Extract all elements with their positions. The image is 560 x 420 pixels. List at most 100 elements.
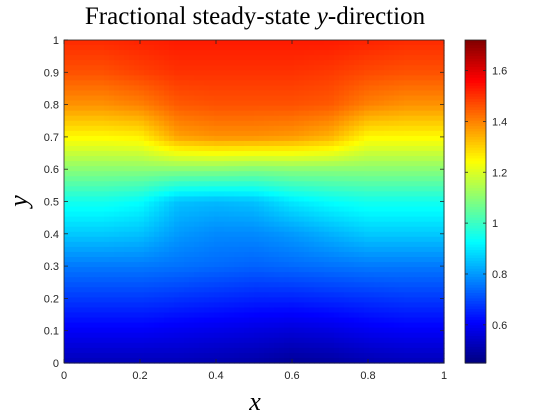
- heatmap-cell: [154, 226, 160, 233]
- heatmap-cell: [379, 166, 385, 172]
- heatmap-cell: [124, 140, 130, 147]
- heatmap-cell: [124, 156, 130, 162]
- heatmap-cell: [94, 130, 100, 137]
- heatmap-cell: [329, 322, 335, 329]
- heatmap-cell: [204, 80, 210, 87]
- heatmap-cell: [284, 272, 290, 278]
- heatmap-cell: [209, 231, 215, 238]
- heatmap-cell: [394, 40, 400, 46]
- heatmap-cell: [334, 115, 340, 122]
- heatmap-cell: [264, 337, 270, 344]
- heatmap-cell: [184, 231, 190, 238]
- heatmap-cell: [364, 347, 370, 354]
- heatmap-cell: [324, 156, 330, 162]
- heatmap-cell: [74, 292, 80, 298]
- heatmap-cell: [369, 90, 375, 97]
- heatmap-cell: [369, 277, 375, 283]
- heatmap-cell: [74, 272, 80, 278]
- heatmap-cell: [144, 262, 150, 268]
- heatmap-cell: [409, 236, 415, 243]
- heatmap-cell: [304, 226, 310, 233]
- heatmap-cell: [334, 40, 340, 46]
- heatmap-cell: [329, 75, 335, 81]
- heatmap-cell: [219, 342, 225, 349]
- heatmap-cell: [289, 191, 295, 198]
- heatmap-cell: [394, 151, 400, 157]
- heatmap-cell: [334, 277, 340, 283]
- heatmap-cell: [84, 267, 90, 273]
- heatmap-cell: [434, 191, 440, 198]
- heatmap-cell: [404, 322, 410, 329]
- heatmap-cell: [224, 186, 230, 193]
- heatmap-cell: [104, 216, 110, 223]
- heatmap-cell: [294, 145, 300, 152]
- heatmap-cell: [114, 211, 120, 218]
- heatmap-cell: [144, 40, 150, 46]
- heatmap-cell: [204, 105, 210, 112]
- heatmap-cell: [204, 151, 210, 157]
- heatmap-cell: [69, 95, 75, 102]
- heatmap-cell: [179, 145, 185, 152]
- heatmap-cell: [209, 201, 215, 208]
- heatmap-cell: [189, 166, 195, 172]
- heatmap-cell: [354, 176, 360, 182]
- heatmap-cell: [149, 125, 155, 132]
- heatmap-cell: [84, 307, 90, 314]
- heatmap-cell: [394, 191, 400, 198]
- heatmap-cell: [339, 40, 345, 46]
- heatmap-cell: [169, 267, 175, 273]
- heatmap-cell: [114, 191, 120, 198]
- heatmap-cell: [274, 352, 280, 359]
- heatmap-cell: [264, 145, 270, 152]
- heatmap-cell: [99, 246, 105, 253]
- heatmap-cell: [154, 85, 160, 92]
- heatmap-cell: [379, 191, 385, 198]
- heatmap-cell: [339, 120, 345, 127]
- heatmap-cell: [244, 272, 250, 278]
- heatmap-cell: [319, 65, 325, 71]
- heatmap-cell: [154, 191, 160, 198]
- heatmap-cell: [389, 75, 395, 81]
- heatmap-cell: [309, 130, 315, 137]
- heatmap-cell: [234, 186, 240, 193]
- heatmap-cell: [149, 337, 155, 344]
- heatmap-cell: [419, 60, 425, 66]
- heatmap-cell: [309, 357, 315, 364]
- heatmap-cell: [99, 45, 105, 51]
- heatmap-cell: [319, 156, 325, 162]
- heatmap-cell: [304, 90, 310, 97]
- heatmap-cell: [259, 272, 265, 278]
- heatmap-cell: [219, 262, 225, 268]
- heatmap-cell: [104, 70, 110, 76]
- heatmap-cell: [319, 151, 325, 157]
- heatmap-cell: [214, 201, 220, 208]
- heatmap-cell: [414, 292, 420, 298]
- heatmap-cell: [269, 307, 275, 314]
- heatmap-cell: [239, 211, 245, 218]
- heatmap-cell: [399, 246, 405, 253]
- heatmap-cell: [414, 55, 420, 61]
- heatmap-cell: [244, 251, 250, 258]
- heatmap-cell: [379, 251, 385, 258]
- heatmap-cell: [124, 231, 130, 238]
- heatmap-cell: [209, 332, 215, 339]
- heatmap-cell: [124, 50, 130, 56]
- heatmap-cell: [394, 262, 400, 268]
- heatmap-cell: [189, 342, 195, 349]
- heatmap-cell: [89, 120, 95, 127]
- heatmap-cell: [64, 297, 70, 304]
- heatmap-cell: [229, 125, 235, 132]
- heatmap-cell: [429, 120, 435, 127]
- heatmap-cell: [419, 312, 425, 319]
- heatmap-cell: [284, 221, 290, 228]
- heatmap-cell: [399, 337, 405, 344]
- heatmap-cell: [274, 302, 280, 309]
- x-axis-label: x: [248, 387, 261, 416]
- heatmap-cell: [199, 216, 205, 223]
- heatmap-cell: [124, 277, 130, 283]
- heatmap-cell: [74, 317, 80, 324]
- heatmap-cell: [394, 50, 400, 56]
- heatmap-cell: [229, 216, 235, 223]
- heatmap-cell: [304, 65, 310, 71]
- heatmap-cell: [304, 55, 310, 61]
